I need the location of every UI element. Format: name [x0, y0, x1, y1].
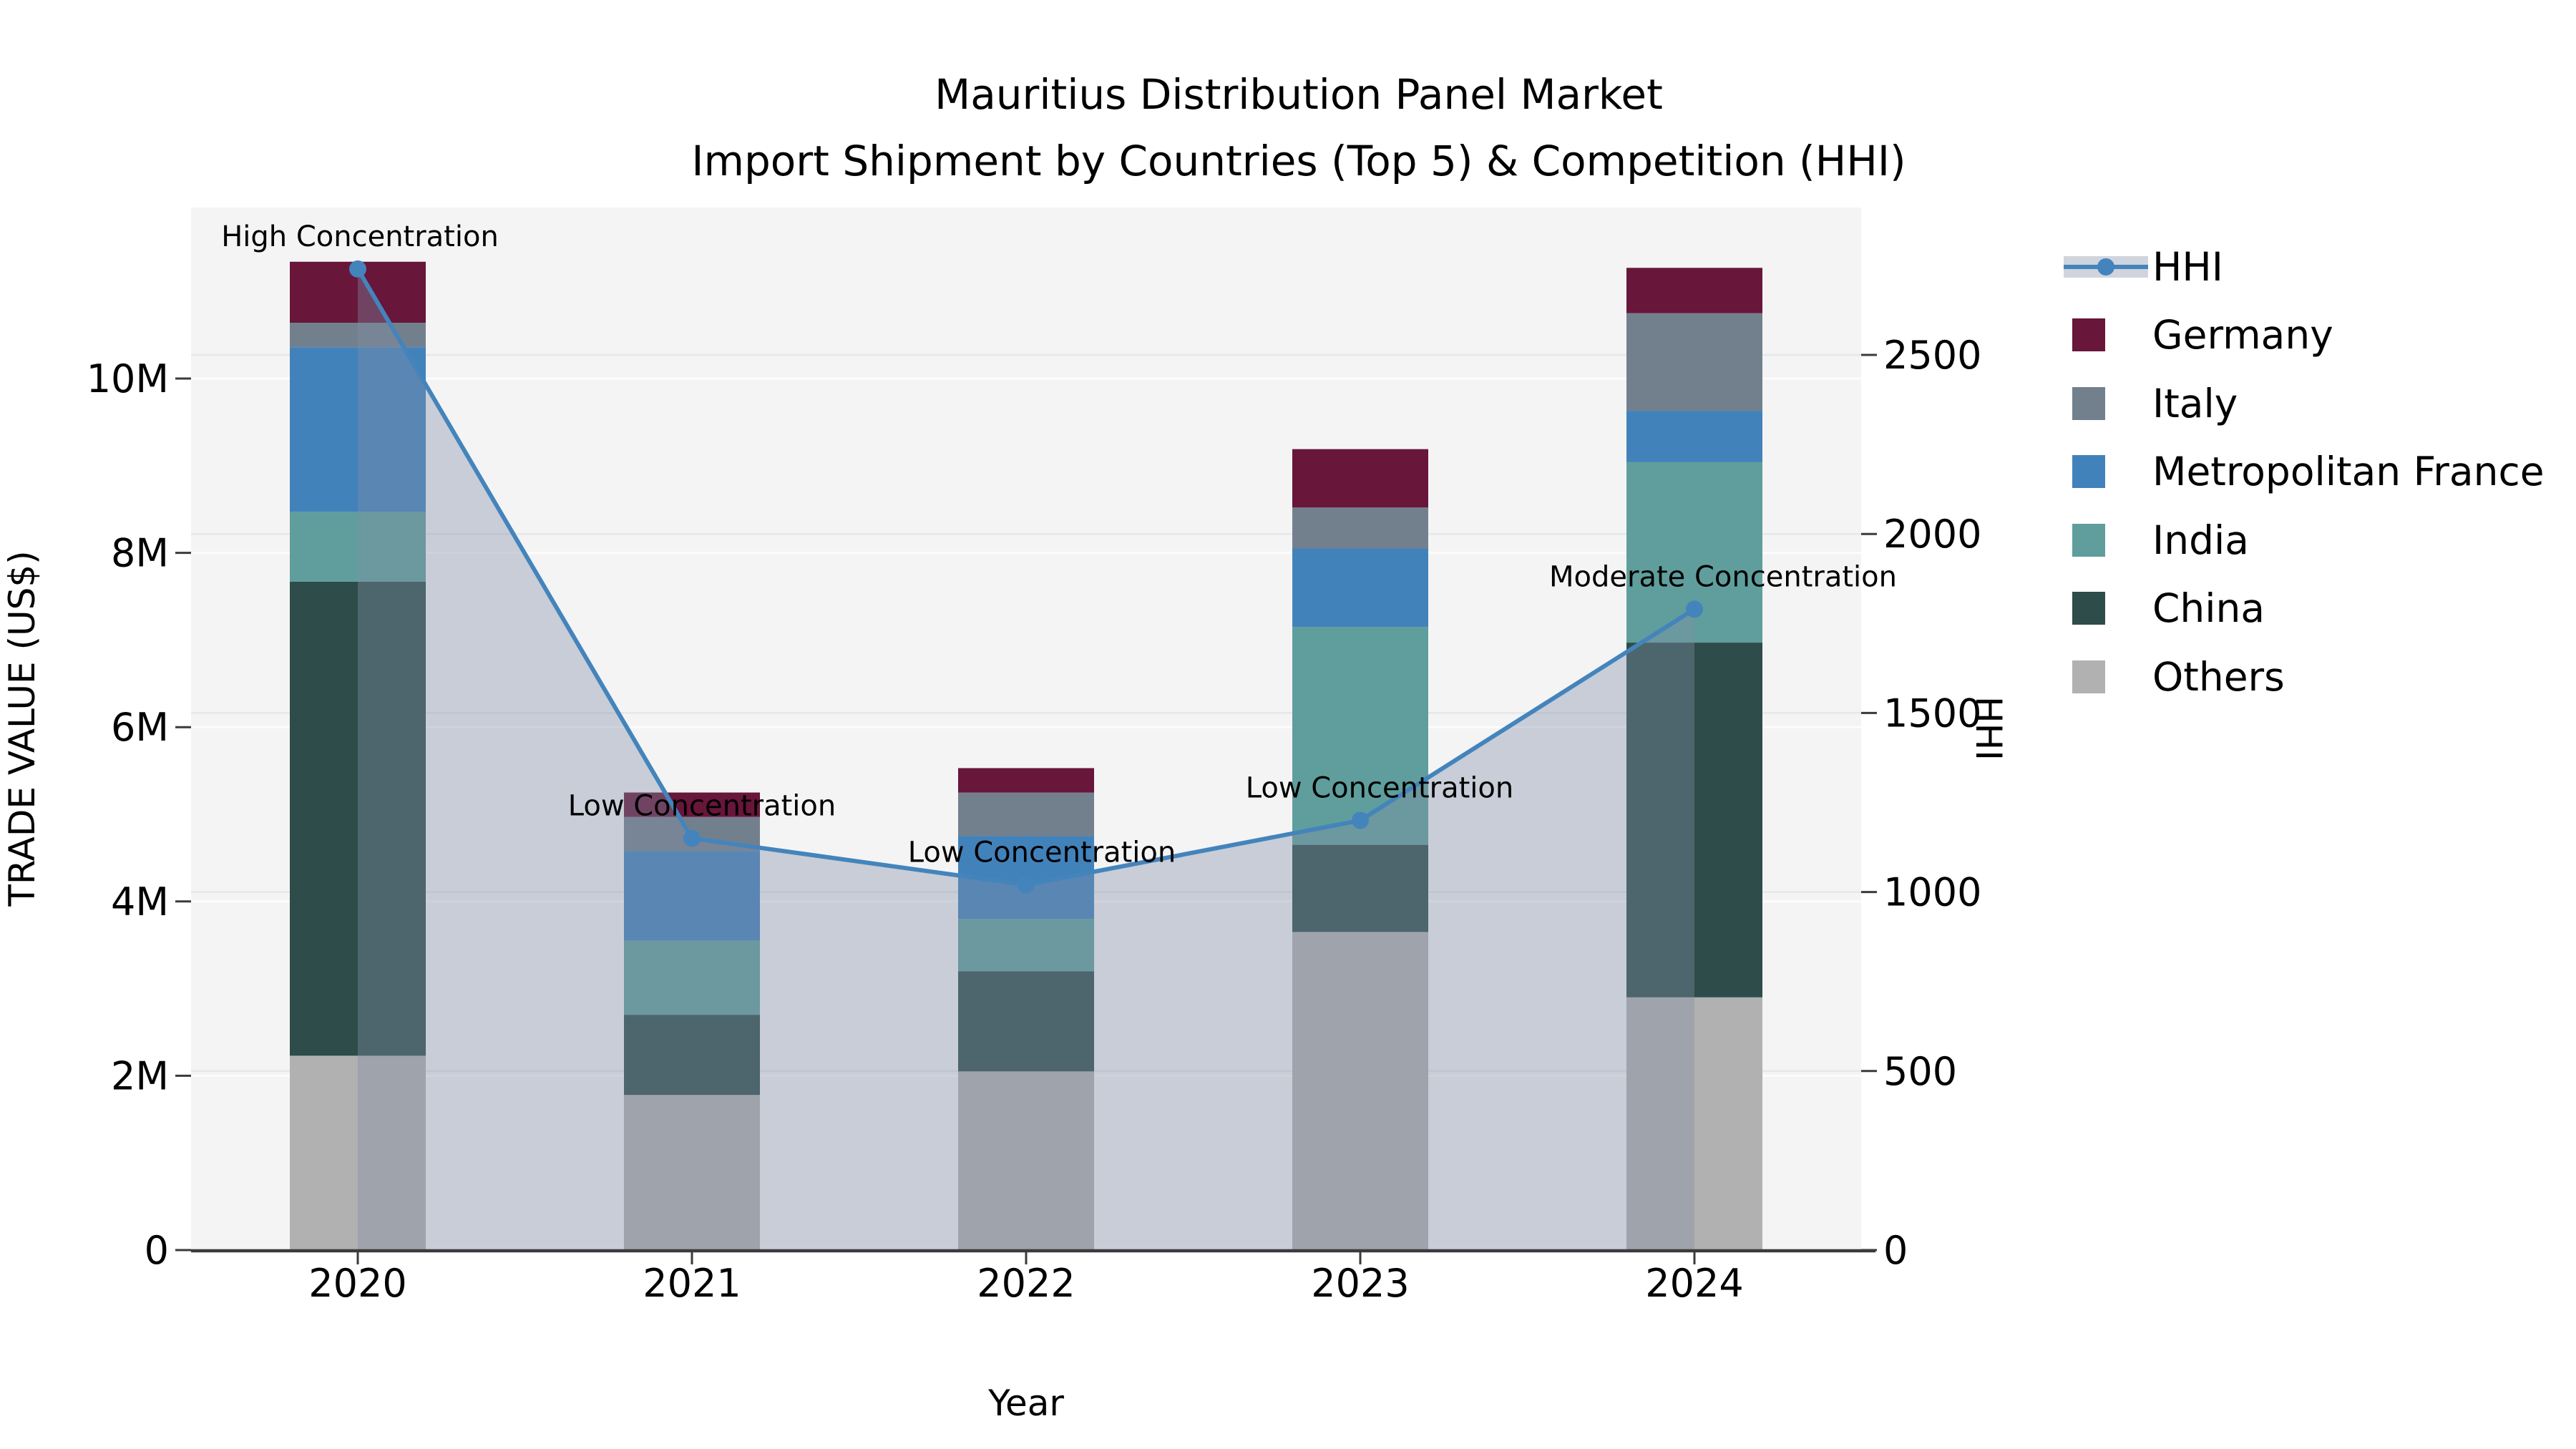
left-tick-label-10M: 10M	[87, 356, 169, 401]
annotation-2023: Low Concentration	[1246, 772, 1513, 805]
annotations: High Concentration Low Concentration Low C…	[221, 220, 1897, 869]
bar-segment-2023-india	[1292, 627, 1428, 845]
legend-swatch-hhi-marker	[2097, 258, 2114, 275]
bar-segment-2023-germany	[1292, 449, 1428, 508]
legend-swatch-others	[2072, 660, 2105, 693]
hhi-marker-2021	[683, 829, 701, 847]
legend-swatch-italy	[2072, 387, 2105, 420]
x-tick-label-2020: 2020	[308, 1261, 406, 1306]
legend-swatch-metropolitan-france	[2072, 455, 2105, 488]
bar-segment-2023-others	[1292, 932, 1428, 1250]
bar-segment-2023-metropolitan-france	[1292, 548, 1428, 628]
annotation-2020: High Concentration	[221, 220, 499, 253]
annotation-2021: Low Concentration	[568, 790, 836, 823]
y-right-axis-title: HHI	[1968, 696, 2009, 761]
left-tick-label-2M: 2M	[111, 1053, 169, 1098]
right-tick-label-0: 0	[1883, 1228, 1908, 1273]
bar-segment-2022-italy	[958, 792, 1094, 836]
bar-segment-2021-india	[624, 940, 760, 1015]
legend-label-china: China	[2152, 585, 2265, 631]
bar-segment-2020-others	[290, 1055, 426, 1250]
bar-segment-2022-germany	[958, 768, 1094, 793]
hhi-line-series	[349, 260, 1703, 894]
right-tick-label-2500: 2500	[1883, 333, 1981, 378]
bar-segment-2023-china	[1292, 844, 1428, 932]
annotation-2024: Moderate Concentration	[1549, 560, 1897, 593]
right-tick-label-1500: 1500	[1883, 691, 1981, 736]
hhi-area-polygon	[358, 268, 1694, 1250]
bar-segment-2024-metropolitan-france	[1626, 411, 1762, 462]
x-axis-title: Year	[987, 1382, 1064, 1424]
bar-segment-2020-india	[290, 512, 426, 582]
legend-label-metropolitan-france: Metropolitan France	[2152, 449, 2545, 494]
bar-segment-2021-others	[624, 1095, 760, 1250]
hhi-marker-2022	[1018, 876, 1035, 894]
x-tick-label-2022: 2022	[977, 1261, 1075, 1306]
bar-segment-2021-metropolitan-france	[624, 851, 760, 941]
hhi-marker-2023	[1352, 811, 1369, 829]
x-tick-label-2021: 2021	[643, 1261, 741, 1306]
hhi-marker-2020	[349, 260, 366, 278]
bar-segment-2020-china	[290, 581, 426, 1056]
legend: HHI Germany Italy Metropolitan France India C…	[2064, 244, 2545, 700]
bar-segment-2024-china	[1626, 643, 1762, 997]
bar-segment-2024-germany	[1626, 268, 1762, 313]
legend-swatch-germany	[2072, 318, 2105, 351]
legend-label-india: India	[2152, 517, 2249, 563]
bar-segment-2022-china	[958, 971, 1094, 1072]
hhi-area-fill	[358, 268, 1694, 1250]
right-axis-ticks: 0 500 1000 1500 2000 2500	[1861, 333, 1981, 1273]
legend-label-germany: Germany	[2152, 312, 2333, 358]
legend-label-others: Others	[2152, 654, 2285, 700]
x-axis-ticks: 2020 2021 2022 2023 2024	[308, 1250, 1744, 1306]
legend-swatch-india	[2072, 524, 2105, 557]
bar-segment-2024-italy	[1626, 313, 1762, 411]
left-tick-label-6M: 6M	[111, 705, 169, 750]
right-tick-label-2000: 2000	[1883, 512, 1981, 557]
bar-segment-2021-germany	[624, 792, 760, 817]
chart-title-line1: Mauritius Distribution Panel Market	[935, 70, 1663, 119]
chart-title-line2: Import Shipment by Countries (Top 5) & C…	[691, 137, 1906, 185]
right-tick-label-1000: 1000	[1883, 870, 1981, 915]
bar-segment-2022-others	[958, 1071, 1094, 1250]
right-tick-label-500: 500	[1883, 1049, 1957, 1094]
legend-swatch-china	[2072, 592, 2105, 625]
stacked-bars	[290, 261, 1762, 1250]
y-left-axis-title: TRADE VALUE (US$)	[1, 550, 43, 907]
bar-segment-2023-italy	[1292, 507, 1428, 549]
bar-segment-2021-china	[624, 1015, 760, 1096]
left-axis-ticks: 0 2M 4M 6M 8M 10M	[87, 356, 191, 1273]
left-tick-label-4M: 4M	[111, 879, 169, 924]
left-tick-label-0: 0	[145, 1228, 169, 1273]
x-tick-label-2024: 2024	[1645, 1261, 1743, 1306]
left-tick-label-8M: 8M	[111, 531, 169, 576]
bar-segment-2024-others	[1626, 997, 1762, 1250]
x-tick-label-2023: 2023	[1311, 1261, 1409, 1306]
legend-label-italy: Italy	[2152, 381, 2238, 426]
bar-segment-2020-metropolitan-france	[290, 347, 426, 512]
bar-segment-2022-india	[958, 919, 1094, 972]
hhi-marker-2024	[1686, 600, 1703, 618]
annotation-2022: Low Concentration	[908, 836, 1176, 869]
legend-label-hhi: HHI	[2152, 244, 2223, 290]
